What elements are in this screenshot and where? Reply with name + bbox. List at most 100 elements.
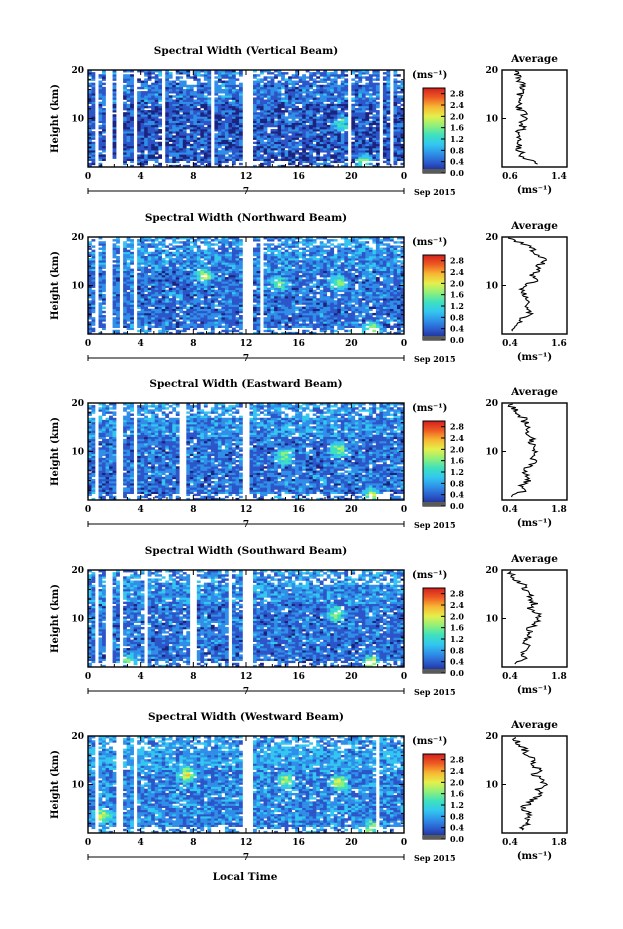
heatmap-cell xyxy=(210,296,215,299)
heatmap-cell xyxy=(267,93,271,96)
heatmap-cell xyxy=(137,122,141,126)
heatmap-cell xyxy=(221,279,226,282)
heatmap-cell xyxy=(168,266,173,269)
heatmap-cell xyxy=(333,118,338,121)
heatmap-cell xyxy=(302,131,306,134)
heatmap-cell xyxy=(172,84,177,88)
heatmap-cell xyxy=(130,139,134,142)
heatmap-cell xyxy=(274,129,278,132)
heatmap-cell xyxy=(98,145,103,149)
heatmap-cell xyxy=(140,306,145,309)
heatmap-cell xyxy=(168,86,173,90)
heatmap-cell xyxy=(267,281,271,284)
heatmap-cell xyxy=(182,80,187,83)
heatmap-cell xyxy=(260,105,264,109)
heatmap-cell xyxy=(140,251,145,255)
heatmap-cell xyxy=(274,304,278,307)
heatmap-cell xyxy=(274,312,278,316)
heatmap-cell xyxy=(154,300,159,303)
heatmap-cell xyxy=(386,101,391,105)
heatmap-cell xyxy=(123,131,127,134)
heatmap-cell xyxy=(179,296,184,299)
heatmap-cell xyxy=(228,302,233,305)
heatmap-cell xyxy=(305,84,310,88)
heatmap-cell xyxy=(235,264,240,267)
heatmap-cell xyxy=(270,91,275,94)
heatmap-cell xyxy=(260,135,264,138)
heatmap-cell xyxy=(189,300,194,303)
heatmap-cell xyxy=(267,245,271,248)
heatmap-cell xyxy=(238,253,243,257)
heatmap-cell xyxy=(256,133,261,136)
heatmap-cell xyxy=(203,241,208,244)
heatmap-cell xyxy=(393,133,398,136)
heatmap-cell xyxy=(253,315,257,318)
heatmap-cell xyxy=(165,245,170,248)
heatmap-cell xyxy=(203,327,208,331)
heatmap-cell xyxy=(158,120,163,124)
heatmap-cell xyxy=(151,95,156,98)
heatmap-cell xyxy=(154,107,159,111)
heatmap-cell xyxy=(207,298,212,301)
heatmap-cell xyxy=(196,296,201,299)
heatmap-cell xyxy=(98,310,103,314)
heatmap-cell xyxy=(354,70,359,73)
heatmap-cell xyxy=(277,135,282,138)
heatmap-cell xyxy=(140,287,145,291)
heatmap-cell xyxy=(277,148,282,151)
heatmap-cell xyxy=(193,272,198,276)
heatmap-cell xyxy=(316,120,321,124)
heatmap-cell xyxy=(147,251,152,255)
heatmap-cell xyxy=(168,283,173,286)
heatmap-cell xyxy=(112,270,117,274)
heatmap-cell xyxy=(102,279,106,282)
heatmap-cell xyxy=(196,158,201,161)
heatmap-cell xyxy=(214,249,219,253)
heatmap-cell xyxy=(200,139,205,142)
heatmap-cell xyxy=(288,141,292,145)
heatmap-cell xyxy=(330,139,335,142)
heatmap-cell xyxy=(372,131,377,134)
heatmap-cell xyxy=(267,158,271,161)
heatmap-cell xyxy=(274,124,278,128)
heatmap-cell xyxy=(193,126,198,130)
heatmap-cell xyxy=(238,300,243,303)
heatmap-cell xyxy=(186,105,191,109)
heatmap-cell xyxy=(354,80,359,83)
heatmap-cell xyxy=(372,70,377,73)
heatmap-cell xyxy=(165,308,170,312)
heatmap-cell xyxy=(340,120,345,124)
colorbar-tick-label: 2.8 xyxy=(450,89,464,99)
heatmap-cell xyxy=(140,310,145,314)
heatmap-cell xyxy=(323,99,328,102)
heatmap-cell xyxy=(126,145,131,149)
heatmap-cell xyxy=(305,158,310,161)
heatmap-cell xyxy=(165,296,170,299)
heatmap-cell xyxy=(253,74,257,77)
heatmap-cell xyxy=(175,315,180,318)
heatmap-cell xyxy=(116,317,120,320)
heatmap-cell xyxy=(235,321,240,324)
heatmap-cell xyxy=(102,131,106,134)
heatmap-cell xyxy=(263,283,268,286)
heatmap-cell xyxy=(224,315,229,318)
heatmap-cell xyxy=(147,97,152,100)
heatmap-cell xyxy=(270,321,275,324)
heatmap-cell xyxy=(323,76,328,79)
heatmap-cell xyxy=(186,264,191,267)
heatmap-cell xyxy=(193,258,198,261)
heatmap-cell xyxy=(102,137,106,140)
heatmap-cell xyxy=(231,145,236,149)
heatmap-cell xyxy=(102,310,106,314)
heatmap-cell xyxy=(137,86,141,90)
heatmap-cell xyxy=(158,131,163,134)
heatmap-cell xyxy=(319,124,324,128)
heatmap-cell xyxy=(274,103,278,107)
heatmap-cell xyxy=(126,97,131,100)
heatmap-cell xyxy=(189,272,194,276)
heatmap-cell xyxy=(168,143,173,147)
heatmap-cell xyxy=(182,237,187,240)
heatmap-cell xyxy=(316,139,321,142)
heatmap-cell xyxy=(196,247,201,250)
heatmap-cell xyxy=(189,91,194,94)
